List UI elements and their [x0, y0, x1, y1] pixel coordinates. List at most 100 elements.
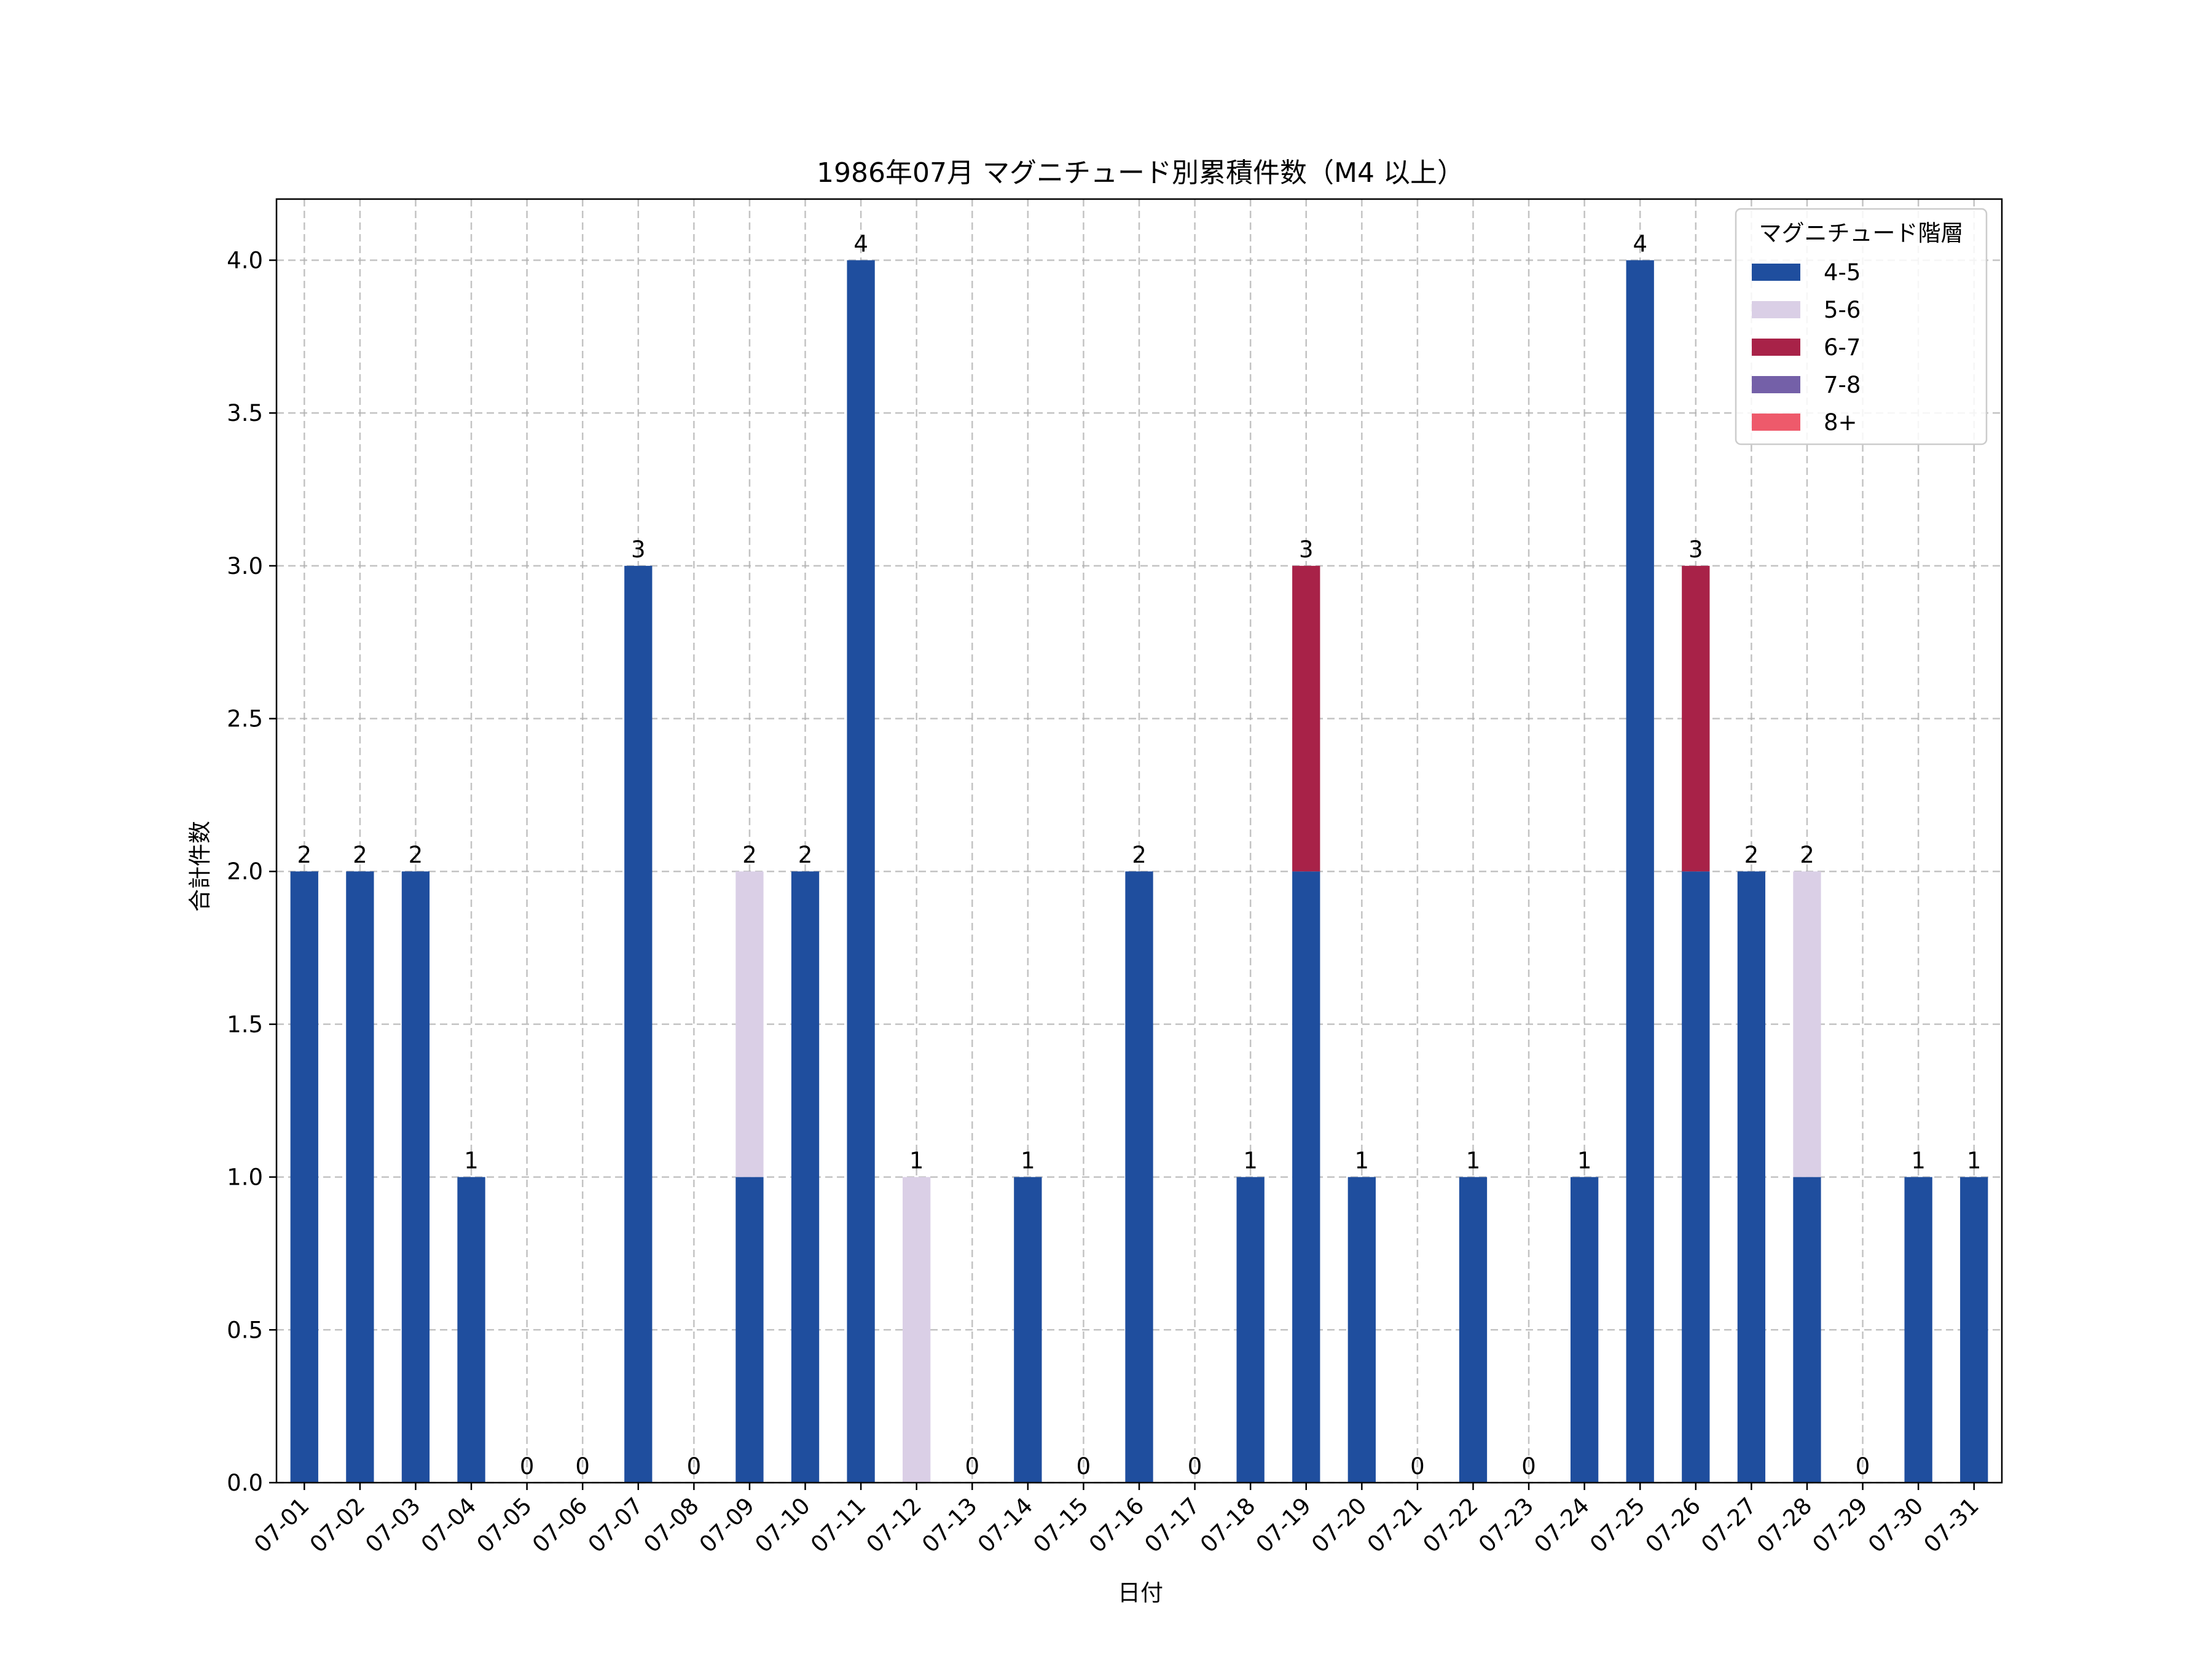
x-tick-label: 07-20	[1306, 1492, 1371, 1558]
legend-swatch	[1752, 264, 1800, 281]
legend-swatch	[1752, 414, 1800, 431]
y-tick-label: 0.5	[227, 1317, 263, 1343]
bar-total-label: 1	[1967, 1148, 1982, 1174]
x-tick-label: 07-18	[1195, 1492, 1260, 1558]
y-axis-title: 合計件数	[187, 821, 213, 912]
bar-total-label: 0	[1856, 1453, 1870, 1480]
legend-label: 7-8	[1824, 372, 1861, 398]
x-tick-label: 07-21	[1362, 1492, 1427, 1558]
x-tick-label: 07-30	[1863, 1492, 1928, 1558]
legend: マグニチュード階層 4-5 5-6 6-7 7-8 8+	[1735, 208, 1988, 445]
bar-total-label: 0	[575, 1453, 590, 1480]
x-tick-label: 07-03	[360, 1492, 425, 1558]
x-tick-label: 07-01	[249, 1492, 314, 1558]
bar-segment	[1904, 1177, 1932, 1483]
bar-segment	[903, 1177, 931, 1483]
bar-total-label: 2	[409, 842, 423, 868]
bar-segment	[624, 565, 653, 1483]
x-tick-label: 07-02	[305, 1492, 370, 1558]
x-tick-label: 07-23	[1473, 1492, 1539, 1558]
bar-segment	[346, 871, 374, 1483]
bar-segment	[1014, 1177, 1042, 1483]
x-tick-label: 07-12	[861, 1492, 927, 1558]
bar-segment	[1571, 1177, 1599, 1483]
data-labels-layer: 2 2 2 1 0 0 3 0 2 2 4 1 0 1 0 2 0 1 3 1 0 1 0 1 4 3 2 2 0 1 1	[297, 230, 1982, 1480]
x-tick-label: 07-28	[1752, 1492, 1817, 1558]
y-tick-label: 2.5	[227, 706, 263, 732]
bar-segment	[1236, 1177, 1265, 1483]
x-tick-label: 07-24	[1529, 1492, 1594, 1558]
bar-total-label: 1	[1466, 1148, 1481, 1174]
x-tick-label: 07-26	[1641, 1492, 1706, 1558]
x-tick-label: 07-06	[527, 1492, 592, 1558]
bar-total-label: 0	[1410, 1453, 1425, 1480]
bar-segment	[401, 871, 430, 1483]
bar-total-label: 3	[1299, 536, 1314, 563]
bar-total-label: 2	[353, 842, 367, 868]
bar-segment	[1737, 871, 1766, 1483]
bar-total-label: 2	[1132, 842, 1147, 868]
x-tick-label: 07-10	[750, 1492, 815, 1558]
bar-total-label: 4	[1633, 230, 1647, 257]
bar-total-label: 0	[1077, 1453, 1091, 1480]
bar-total-label: 0	[965, 1453, 979, 1480]
y-tick-label: 3.0	[227, 553, 263, 579]
bar-segment	[1626, 260, 1654, 1483]
bar-total-label: 0	[1188, 1453, 1202, 1480]
bar-total-label: 1	[1911, 1148, 1926, 1174]
x-tick-label: 07-17	[1140, 1492, 1205, 1558]
bar-segment	[1292, 871, 1320, 1483]
bar-segment	[1459, 1177, 1488, 1483]
bar-total-label: 2	[1744, 842, 1759, 868]
bar-total-label: 0	[687, 1453, 702, 1480]
bar-total-label: 1	[909, 1148, 924, 1174]
y-tick-label: 2.0	[227, 858, 263, 885]
bar-total-label: 1	[1021, 1148, 1035, 1174]
bar-segment	[791, 871, 820, 1483]
legend-items: 4-5 5-6 6-7 7-8 8+	[1752, 259, 1861, 436]
bar-segment	[290, 871, 318, 1483]
bar-segment	[1682, 871, 1710, 1483]
bar-total-label: 3	[1688, 536, 1703, 563]
bar-segment	[847, 260, 875, 1483]
bar-segment	[1292, 565, 1320, 872]
chart-title: 1986年07月 マグニチュード別累積件数（M4 以上）	[817, 157, 1464, 189]
y-tick-label: 4.0	[227, 247, 263, 273]
x-tick-label: 07-16	[1084, 1492, 1149, 1558]
legend-label: 4-5	[1824, 259, 1861, 286]
legend-swatch	[1752, 301, 1800, 318]
x-tick-label: 07-31	[1919, 1492, 1984, 1558]
bar-segment	[1793, 1177, 1821, 1483]
bars-layer	[290, 260, 1988, 1483]
bar-segment	[1682, 565, 1710, 872]
y-tick-label: 3.5	[227, 400, 263, 426]
x-tick-label: 07-19	[1251, 1492, 1316, 1558]
bar-total-label: 1	[1577, 1148, 1592, 1174]
bar-total-label: 2	[798, 842, 813, 868]
legend-swatch	[1752, 376, 1800, 393]
x-tick-label: 07-13	[917, 1492, 982, 1558]
y-tick-label: 1.0	[227, 1164, 263, 1191]
legend-label: 8+	[1824, 409, 1857, 436]
x-tick-label: 07-25	[1585, 1492, 1650, 1558]
bar-segment	[1125, 871, 1153, 1483]
legend-label: 5-6	[1824, 297, 1861, 323]
x-tick-label: 07-08	[638, 1492, 704, 1558]
y-axis: 0.0 0.5 1.0 1.5 2.0 2.5 3.0 3.5 4.0	[227, 247, 276, 1496]
bar-total-label: 0	[1521, 1453, 1536, 1480]
bar-segment	[735, 871, 764, 1177]
legend-label: 6-7	[1824, 334, 1861, 361]
x-axis: 07-0107-0207-0307-0407-0507-0607-0707-08…	[249, 1483, 1984, 1558]
x-tick-label: 07-09	[694, 1492, 759, 1558]
bar-total-label: 4	[853, 230, 868, 257]
x-tick-label: 07-27	[1696, 1492, 1761, 1558]
bar-total-label: 0	[520, 1453, 535, 1480]
bar-segment	[457, 1177, 485, 1483]
bar-total-label: 2	[742, 842, 757, 868]
bar-total-label: 2	[297, 842, 312, 868]
bar-total-label: 3	[631, 536, 646, 563]
bar-total-label: 1	[1355, 1148, 1370, 1174]
y-tick-label: 0.0	[227, 1470, 263, 1496]
x-tick-label: 07-14	[973, 1492, 1038, 1558]
